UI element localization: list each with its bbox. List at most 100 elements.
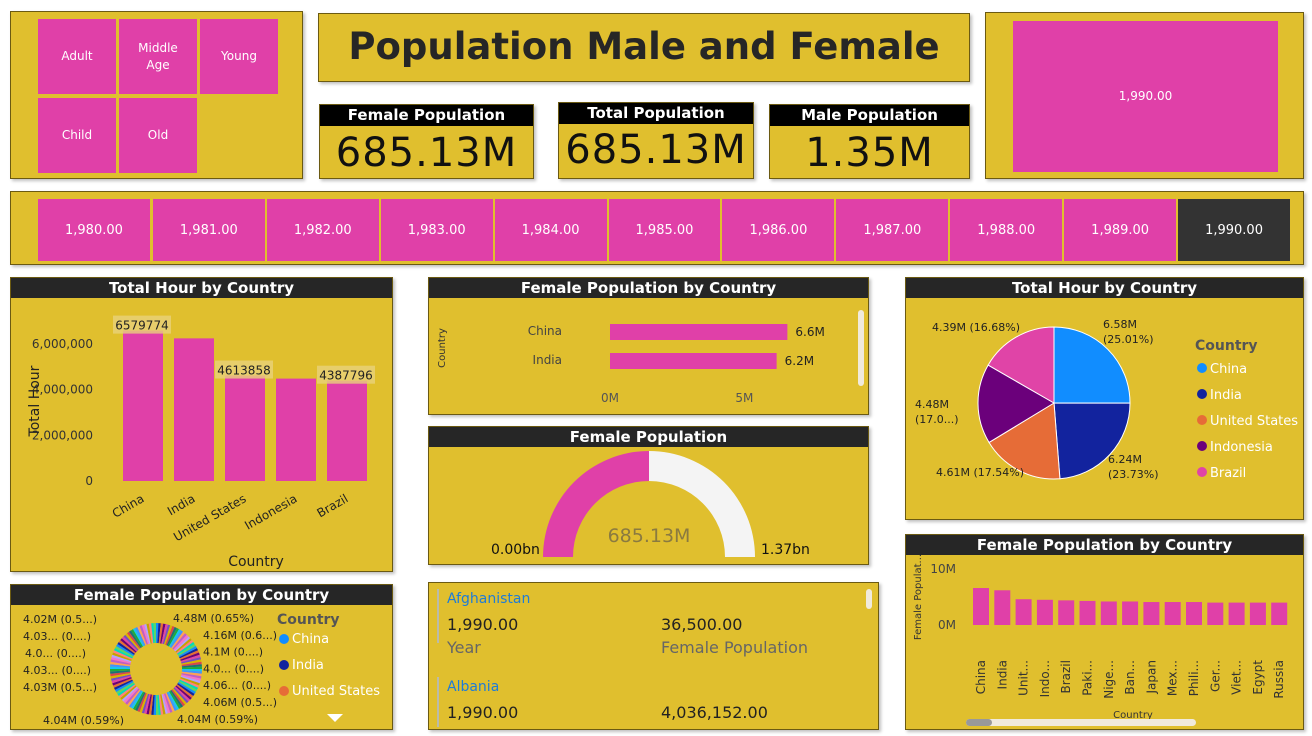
legend-title: Country	[277, 612, 340, 628]
y-tick-label: 0	[85, 474, 93, 488]
category-label: China	[528, 324, 562, 338]
donut-slice	[174, 636, 191, 652]
donut-slice	[156, 623, 159, 644]
donut-slice	[173, 634, 189, 651]
x-tick-label: Egypt	[1251, 660, 1265, 695]
year-tile[interactable]: 1,988.00	[950, 199, 1063, 261]
bar	[1058, 600, 1075, 625]
donut-slice	[130, 629, 143, 648]
horizontal-scrollbar[interactable]	[966, 719, 1196, 726]
scrollbar-thumb[interactable]	[966, 719, 992, 726]
year-tile[interactable]: 1,985.00	[608, 199, 721, 261]
data-label: 6579774	[115, 319, 168, 333]
data-label: (25.01%)	[1103, 333, 1154, 346]
donut-slice	[175, 638, 192, 653]
x-axis-label: Country	[228, 554, 284, 570]
donut-slice	[111, 675, 132, 684]
data-label: 4.61M (17.54%)	[936, 466, 1024, 479]
age-tile-old[interactable]: Old	[119, 98, 197, 173]
row-year-2: 1,990.00	[447, 703, 519, 722]
year-tile[interactable]: 1,980.00	[38, 199, 150, 261]
year-card-panel: 1,990.00	[985, 12, 1304, 179]
column-svg: 0M 10M Female Populat... Country China India U…	[913, 555, 1288, 721]
data-label: 4.04M (0.59%)	[177, 713, 258, 726]
donut-slice	[180, 654, 201, 663]
legend-more-arrow-icon[interactable]	[327, 714, 343, 722]
donut-slice	[151, 694, 155, 715]
donut-slice	[133, 691, 145, 710]
year-tile[interactable]: 1,987.00	[836, 199, 949, 261]
donut-slice	[181, 657, 201, 664]
row-year-1: 1,990.00	[447, 615, 519, 634]
data-label: 4.1M (0....)	[203, 646, 263, 659]
total-population-card: Total Population 685.13M	[558, 102, 754, 179]
donut-slice	[146, 623, 152, 644]
gauge-min-label: 0.00bn	[491, 542, 540, 558]
donut-slice	[161, 624, 168, 644]
donut-slice	[123, 634, 139, 651]
donut-slice	[110, 671, 131, 677]
row-year-label: Year	[447, 638, 481, 657]
donut-slice	[173, 687, 189, 704]
donut-slice	[178, 646, 197, 658]
vertical-scrollbar[interactable]	[866, 589, 872, 609]
y-tick-label: 2,000,000	[32, 428, 93, 442]
x-tick-label: 5M	[735, 391, 753, 405]
donut-slice	[144, 694, 151, 714]
donut-slice	[178, 680, 197, 692]
selected-year-tile[interactable]: 1,990.00	[1013, 21, 1278, 172]
x-tick-label: Paki...	[1081, 660, 1095, 696]
legend-item[interactable]: China	[279, 632, 329, 647]
year-tile[interactable]: 1,983.00	[380, 199, 493, 261]
donut-slice	[133, 628, 145, 647]
y-tick-label: 6,000,000	[32, 337, 93, 351]
vertical-scrollbar[interactable]	[858, 310, 864, 386]
x-tick-label: Japan	[1144, 660, 1158, 694]
year-tile[interactable]: 1,989.00	[1064, 199, 1177, 261]
donut-slice	[120, 685, 137, 700]
x-tick-label: Brazil	[1059, 660, 1073, 694]
legend-item[interactable]: India	[279, 658, 324, 673]
chart-title: Female Population	[429, 427, 868, 447]
legend-item[interactable]: United States	[279, 684, 380, 699]
donut-slice	[111, 674, 131, 681]
bar	[610, 324, 788, 340]
x-tick-label: Phili...	[1187, 660, 1201, 696]
age-tile-middle-age[interactable]: Middle Age	[119, 19, 197, 94]
year-tile[interactable]: 1,981.00	[152, 199, 265, 261]
pie-slice	[1053, 326, 1131, 404]
age-tile-adult[interactable]: Adult	[38, 19, 116, 94]
donut-slice	[115, 646, 134, 658]
age-tile-young[interactable]: Young	[200, 19, 278, 94]
donut-slice	[179, 650, 199, 660]
donut-slice	[181, 674, 201, 681]
donut-slice	[135, 626, 146, 646]
data-label: 4387796	[319, 369, 372, 383]
donut-slice	[158, 623, 164, 644]
donut-slice	[172, 688, 187, 705]
donut-slice	[141, 624, 150, 645]
age-tile-child[interactable]: Child	[38, 98, 116, 173]
year-tile[interactable]: 1,990.00	[1178, 199, 1290, 261]
donut-slice	[181, 670, 202, 674]
donut-slice	[174, 686, 191, 702]
legend-marker	[1197, 415, 1207, 425]
donut-slice	[167, 628, 179, 647]
bar	[1122, 601, 1139, 625]
year-tile[interactable]: 1,982.00	[266, 199, 379, 261]
gauge-max-label: 1.37bn	[761, 542, 810, 558]
row-country-1: Afghanistan	[447, 591, 531, 607]
bar	[1036, 599, 1053, 625]
year-tile[interactable]: 1,984.00	[494, 199, 607, 261]
donut-slice	[151, 623, 155, 644]
donut-slice	[179, 678, 199, 688]
female-population-gauge: Female Population 685.13M 0.00bn 1.37bn	[428, 426, 869, 565]
year-tile[interactable]: 1,986.00	[722, 199, 835, 261]
data-label-bg	[317, 365, 375, 384]
data-label: 6.58M	[1103, 318, 1137, 331]
donut-slice	[181, 659, 202, 665]
data-label: (17.0...)	[915, 413, 959, 426]
donut-slice	[160, 694, 166, 715]
bar	[1143, 602, 1160, 625]
x-tick-label: 0M	[601, 391, 619, 405]
